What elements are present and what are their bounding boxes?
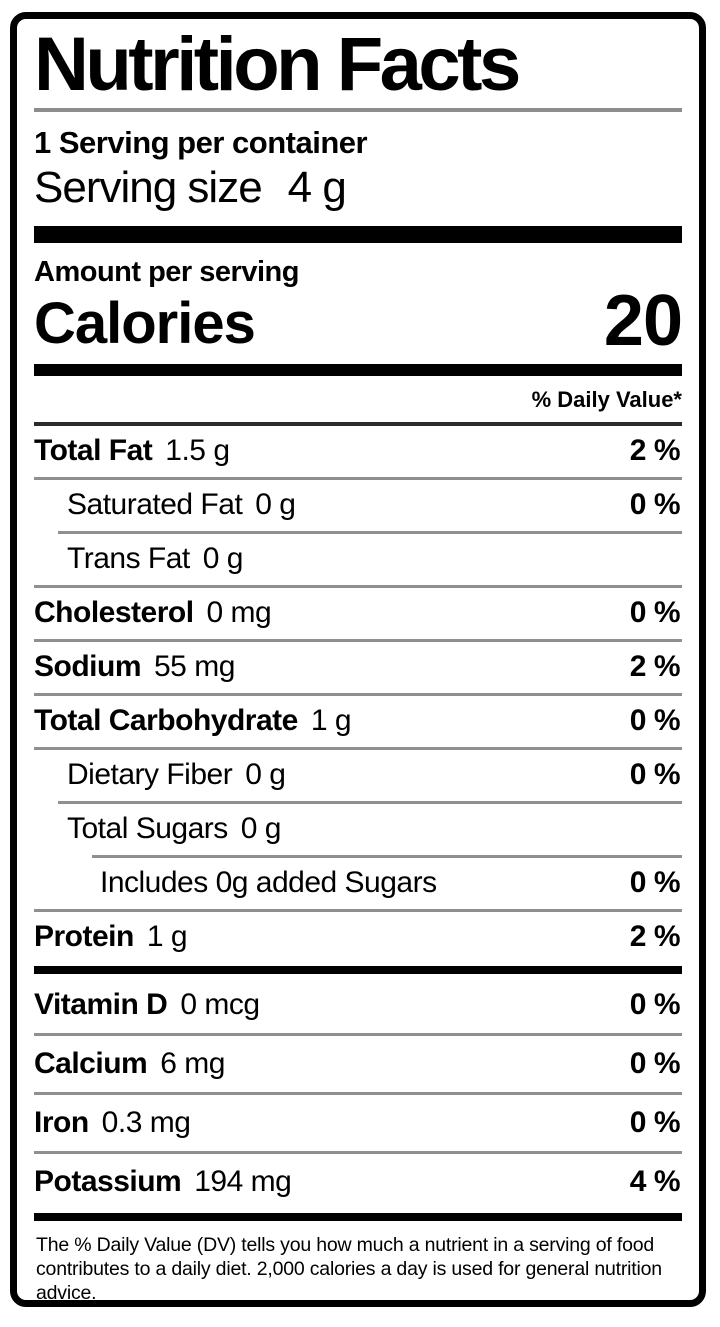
nutrient-dv: 0 %	[629, 1046, 681, 1080]
servings-per-container: 1 Serving per container	[34, 124, 368, 160]
amount-per-serving-label: Amount per serving	[34, 255, 299, 288]
nutrient-name: Saturated Fat	[67, 488, 243, 522]
nutrient-dv: 2 %	[629, 650, 681, 684]
nutrient-name: Calcium	[34, 1046, 148, 1080]
title-divider	[34, 107, 682, 112]
nutrient-amount: 55 mg	[154, 650, 235, 684]
row-separator	[34, 476, 682, 480]
nutrient-row: Sodium 55 mg 2 %	[34, 642, 682, 693]
nutrient-row: Protein 1 g 2 %	[34, 912, 682, 963]
nutrient-dv: 0 %	[629, 987, 681, 1021]
micronutrient-rows-section: Vitamin D 0 mcg 0 % Calcium 6 mg 0 % Iro…	[34, 977, 682, 1210]
nutrient-name: Total Fat	[34, 434, 153, 468]
nutrient-name: Trans Fat	[67, 542, 190, 576]
nutrient-row: Total Fat 1.5 g 2 %	[34, 426, 682, 477]
nutrient-amount: 1 g	[146, 920, 188, 954]
nutrient-name: Protein	[34, 920, 134, 954]
calories-label: Calories	[34, 291, 256, 357]
nutrient-amount: 0 mcg	[180, 987, 260, 1021]
daily-value-footnote: The % Daily Value (DV) tells you how muc…	[36, 1233, 662, 1304]
nutrient-amount: 0 g	[240, 812, 282, 846]
nutrient-row: Includes 0g added Sugars 0 %	[34, 858, 682, 909]
row-separator	[34, 692, 682, 696]
nutrient-row: Total Sugars 0 g	[34, 804, 682, 855]
thick-divider-calories	[34, 363, 682, 376]
nutrient-row: Vitamin D 0 mcg 0 %	[34, 977, 682, 1033]
nutrient-amount: 194 mg	[194, 1164, 292, 1198]
nutrient-row: Trans Fat 0 g	[34, 534, 682, 585]
nutrient-row: Dietary Fiber 0 g 0 %	[34, 750, 682, 801]
nutrient-row: Calcium 6 mg 0 %	[34, 1036, 682, 1092]
nutrient-dv: 0 %	[629, 1105, 681, 1139]
thick-divider-micronutrients	[34, 965, 682, 974]
nutrient-dv: 4 %	[629, 1164, 681, 1198]
nutrient-amount: 0 g	[202, 542, 244, 576]
nutrient-name: Vitamin D	[34, 987, 168, 1021]
serving-size-value: 4 g	[287, 162, 347, 212]
row-separator	[34, 908, 682, 912]
row-separator	[34, 584, 682, 588]
row-separator	[34, 638, 682, 642]
nutrient-amount: 0 mg	[206, 596, 272, 630]
nutrient-name: Iron	[34, 1105, 89, 1139]
row-separator	[34, 746, 682, 750]
nutrient-amount: 1.5 g	[165, 434, 230, 468]
nutrient-amount: 0 g	[255, 488, 296, 522]
nutrient-row: Total Carbohydrate 1 g 0 %	[34, 696, 682, 747]
row-separator	[34, 1150, 682, 1154]
nutrient-amount: 6 mg	[160, 1046, 225, 1080]
thick-divider-footnote	[34, 1212, 682, 1221]
nutrient-name: Dietary Fiber	[67, 758, 233, 792]
label-title: Nutrition Facts	[34, 22, 521, 107]
nutrient-row: Iron 0.3 mg 0 %	[34, 1095, 682, 1151]
row-separator	[34, 1032, 682, 1036]
row-separator	[34, 1091, 682, 1095]
nutrient-dv: 2 %	[629, 434, 681, 468]
nutrient-name: Total Sugars	[67, 812, 228, 846]
nutrient-row: Cholesterol 0 mg 0 %	[34, 588, 682, 639]
nutrient-name: Sodium	[34, 650, 142, 684]
nutrient-dv: 0 %	[629, 704, 681, 738]
nutrient-name: Includes 0g added Sugars	[100, 866, 437, 900]
daily-value-header: % Daily Value*	[531, 386, 682, 412]
nutrition-facts-label: Nutrition Facts 1 Serving per container …	[10, 12, 706, 1307]
nutrient-amount: 0.3 mg	[101, 1105, 191, 1139]
row-separator	[58, 530, 682, 534]
nutrient-name: Potassium	[34, 1164, 182, 1198]
serving-size-label: Serving size	[34, 162, 263, 212]
nutrient-rows-section: Total Fat 1.5 g 2 % Saturated Fat 0 g 0 …	[34, 426, 682, 963]
daily-value-divider	[34, 421, 682, 426]
nutrient-name: Cholesterol	[34, 596, 194, 630]
calories-value: 20	[603, 280, 683, 361]
nutrient-name: Total Carbohydrate	[34, 704, 298, 738]
nutrient-dv: 0 %	[629, 866, 681, 900]
nutrient-dv: 0 %	[629, 596, 681, 630]
calories-row: Calories 20	[34, 280, 683, 361]
serving-size-row: Serving size 4 g	[34, 163, 682, 213]
nutrient-amount: 0 g	[245, 758, 286, 792]
nutrient-row: Potassium 194 mg 4 %	[34, 1154, 682, 1210]
row-separator	[92, 854, 682, 858]
nutrient-dv: 0 %	[629, 758, 681, 792]
nutrient-row: Saturated Fat 0 g 0 %	[34, 480, 682, 531]
thick-divider-top	[34, 225, 682, 243]
row-separator	[58, 800, 682, 804]
nutrient-dv: 2 %	[629, 920, 681, 954]
nutrient-dv: 0 %	[629, 488, 681, 522]
nutrient-amount: 1 g	[310, 704, 352, 738]
